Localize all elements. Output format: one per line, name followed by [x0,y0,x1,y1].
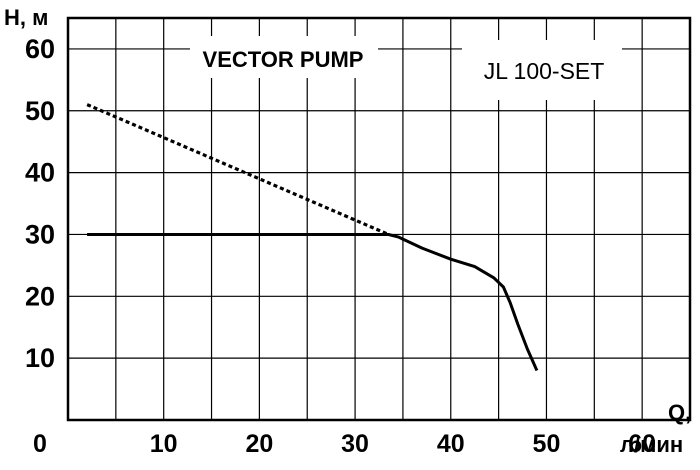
y-tick-label: 50 [25,96,55,126]
y-tick-label: 20 [25,281,55,311]
tick-labels: 10 20 30 40 50 60 0 10 20 30 40 50 60 [25,34,656,458]
plot-border [66,16,692,422]
brand-label: VECTOR PUMP [203,47,364,72]
model-label: JL 100-SET [484,58,605,84]
x-tick-label: 50 [533,430,561,458]
x-tick-label: 10 [150,430,178,458]
x-tick-label: 40 [437,430,465,458]
y-tick-label: 30 [25,219,55,249]
plot-frame [66,16,692,422]
y-tick-label: 10 [25,343,55,373]
model-label-background [462,40,622,100]
y-tick-label: 60 [25,34,55,64]
x-tick-label: 20 [245,430,273,458]
brand-label-background [190,36,378,78]
x-tick-label: 60 [628,430,656,458]
series-layer [86,103,539,372]
x-axis-label: Q, [668,400,691,425]
x-tick-label: 30 [341,430,369,458]
y-tick-label: 40 [25,158,55,188]
y-axis-label: H, м [4,5,48,30]
performance-curve-line [87,233,539,372]
x-tick-label: 0 [33,430,47,458]
labels: VECTOR PUMP JL 100-SET H, м Q, л/мин [4,5,691,457]
x-axis-unit: л/мин [620,432,683,457]
dotted-curve-line [86,103,390,236]
